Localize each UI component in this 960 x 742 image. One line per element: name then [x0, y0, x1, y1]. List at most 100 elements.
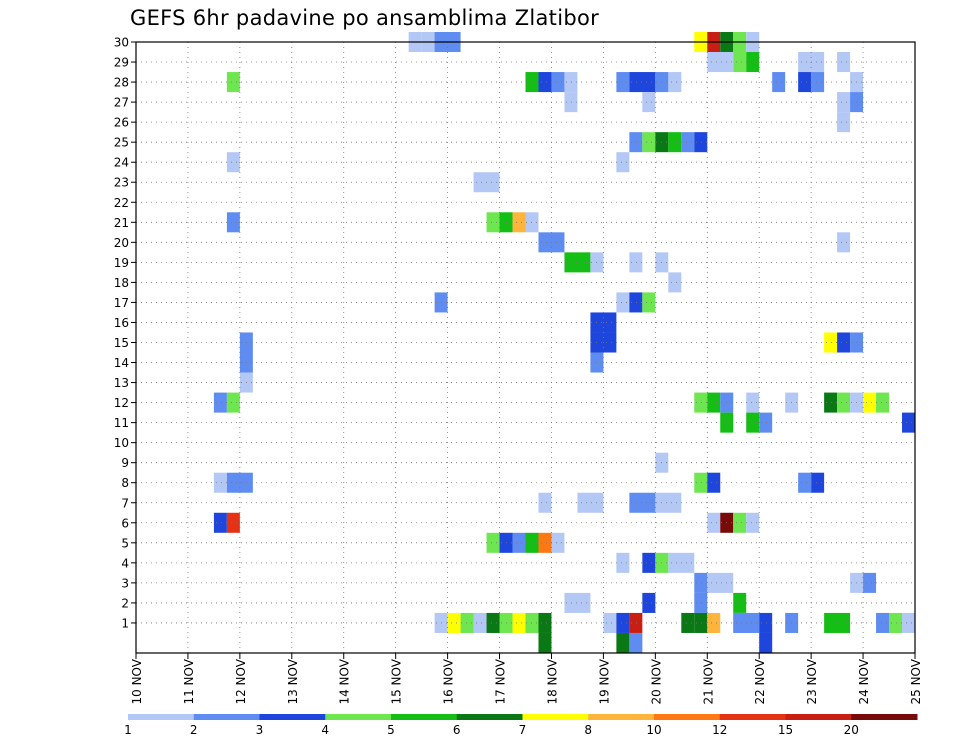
heatmap-cell: [668, 72, 682, 93]
y-axis: 1234567891011121314151617181920212223242…: [114, 36, 136, 630]
heatmap-cell: [655, 492, 682, 513]
heatmap-cell: [681, 612, 695, 633]
heatmap-cell: [694, 472, 708, 493]
heatmap-cell: [694, 572, 708, 593]
heatmap-cell: [694, 592, 708, 613]
heatmap-cell: [746, 412, 760, 433]
legend-swatch: [456, 714, 523, 720]
heatmap-cell: [707, 512, 721, 533]
x-tick-label: 10 NOV: [130, 658, 144, 704]
heatmap-cell: [616, 152, 630, 173]
heatmap-cell: [759, 632, 773, 653]
x-axis: 10 NOV 11 NOV 12 NOV 13 NOV 14 NOV 15 NOV 16 N…: [130, 653, 923, 705]
heatmap-cell: [707, 392, 721, 413]
heatmap-cell: [902, 612, 915, 633]
heatmap-cell: [746, 52, 760, 73]
heatmap-cell: [694, 612, 708, 633]
heatmap-cell: [629, 632, 643, 653]
heatmap-cell: [798, 72, 812, 93]
heatmap-cell: [226, 212, 240, 233]
legend-label: 8: [584, 723, 592, 737]
heatmap-cell: [824, 392, 838, 413]
heatmap-cell: [486, 612, 500, 633]
legend-label: 2: [190, 723, 198, 737]
heatmap-cell: [551, 532, 565, 553]
heatmap-cell: [213, 392, 227, 413]
heatmap-cell: [486, 532, 500, 553]
legend-label: 1: [124, 723, 132, 737]
x-tick-label: 24 NOV: [857, 658, 871, 704]
gridlines: [136, 41, 915, 653]
heatmap-cell: [798, 472, 812, 493]
heatmap-cell: [551, 72, 565, 93]
legend-label: 6: [453, 723, 461, 737]
legend-swatch: [259, 714, 326, 720]
x-tick-label: 25 NOV: [909, 658, 923, 704]
y-tick-label: 22: [114, 196, 129, 210]
y-tick-label: 25: [114, 136, 129, 150]
legend-label: 5: [387, 723, 395, 737]
heatmap-cell: [642, 132, 656, 153]
heatmap-cell: [616, 552, 630, 573]
legend-label: 4: [321, 723, 329, 737]
heatmap-cell: [824, 612, 851, 633]
heatmap-cell: [538, 532, 552, 553]
x-tick-label: 11 NOV: [182, 658, 196, 704]
x-tick-label: 22 NOV: [753, 658, 767, 704]
y-tick-label: 20: [114, 236, 129, 250]
x-tick-label: 21 NOV: [701, 658, 715, 704]
heatmap-cell: [837, 92, 851, 113]
y-tick-label: 18: [114, 276, 129, 290]
heatmap-cell: [863, 572, 877, 593]
heatmap-cell: [564, 592, 591, 613]
heatmap-cell: [694, 392, 708, 413]
heatmap-cell: [733, 52, 747, 73]
x-tick-label: 20 NOV: [649, 658, 663, 704]
heatmap-cell: [746, 392, 760, 413]
x-tick-label: 15 NOV: [390, 658, 404, 704]
heatmap-cell: [759, 612, 773, 633]
y-tick-label: 9: [121, 456, 129, 470]
heatmap-cell: [668, 132, 682, 153]
heatmap-cell: [616, 292, 630, 313]
y-tick-label: 24: [114, 156, 129, 170]
heatmap-cell: [538, 72, 552, 93]
legend-label: 20: [844, 723, 859, 737]
heatmap-cell: [876, 612, 890, 633]
legend-swatch: [588, 714, 655, 720]
heatmap-cell: [707, 52, 734, 73]
heatmap-cell: [902, 412, 915, 433]
cells-layer: [213, 31, 915, 653]
heatmap-cell: [564, 92, 578, 113]
heatmap-cell: [629, 72, 656, 93]
heatmap-cell: [512, 212, 526, 233]
heatmap-cell: [837, 52, 851, 73]
heatmap-cell: [694, 132, 708, 153]
heatmap-cell: [473, 612, 487, 633]
heatmap-cell: [226, 392, 240, 413]
heatmap-cell: [577, 492, 604, 513]
heatmap-cell: [616, 632, 630, 653]
y-tick-label: 21: [114, 216, 129, 230]
legend-swatch: [325, 714, 392, 720]
y-tick-label: 28: [114, 76, 129, 90]
heatmap-cell: [629, 292, 643, 313]
y-tick-label: 13: [114, 376, 129, 390]
y-tick-label: 30: [114, 36, 129, 50]
heatmap-cell: [226, 152, 240, 173]
legend-swatch: [128, 714, 195, 720]
x-tick-label: 14 NOV: [338, 658, 352, 704]
heatmap-cell: [564, 252, 591, 273]
y-tick-label: 14: [114, 356, 129, 370]
legend-swatch: [719, 714, 786, 720]
x-tick-label: 13 NOV: [286, 658, 300, 704]
heatmap-cell: [837, 392, 851, 413]
heatmap-cell: [668, 272, 682, 293]
x-tick-label: 17 NOV: [494, 658, 508, 704]
y-tick-label: 2: [121, 596, 129, 610]
legend-swatch: [391, 714, 458, 720]
heatmap-cell: [486, 212, 500, 233]
legend-label: 10: [646, 723, 661, 737]
legend-swatch: [522, 714, 589, 720]
